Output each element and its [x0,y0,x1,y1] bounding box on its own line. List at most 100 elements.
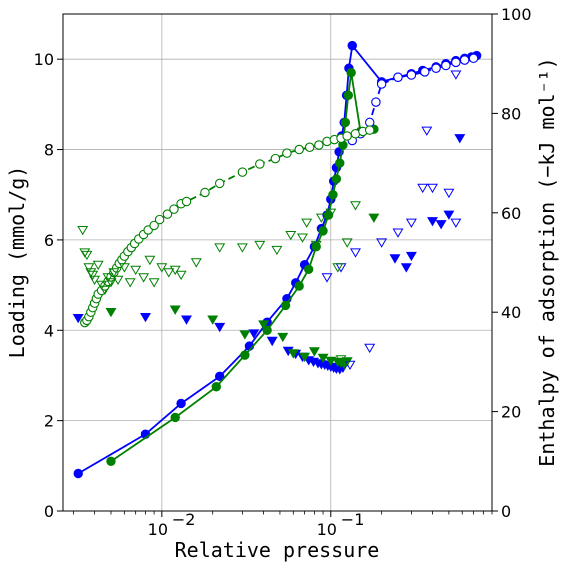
data-point [92,260,104,271]
data-point [124,278,136,288]
data-point [303,264,314,274]
data-point [89,275,101,285]
data-point [317,353,329,364]
data-point [287,349,299,359]
data-point [154,214,165,225]
data-point [280,300,291,311]
series-line [84,129,370,324]
data-point [421,126,433,136]
data-point [105,308,117,318]
y-tick-label: 2 [44,412,54,431]
data-point [406,70,417,80]
data-point [181,196,192,207]
data-point [450,218,462,228]
data-point [341,238,353,248]
data-point [364,343,376,354]
data-point [318,226,328,236]
data-point [138,273,150,283]
data-point [214,371,225,382]
data-point [106,456,116,466]
data-point [140,313,151,323]
data-point [392,228,404,238]
data-point [332,263,344,273]
data-point [443,210,455,220]
data-point [405,251,417,262]
y2-axis-label: Enthalpy of adsorption (−kJ mol⁻¹) [535,57,559,466]
series-line [77,43,477,475]
y2-tick-label: 80 [501,104,521,123]
data-point [454,134,466,144]
data-point [237,167,248,177]
data-point [148,278,160,288]
data-point [81,250,93,261]
data-point [328,190,338,200]
data-point [87,270,99,281]
data-point [427,183,438,194]
data-point [441,60,451,71]
data-point [331,174,342,184]
data-point [364,125,375,135]
series-0 [73,40,482,479]
data-point [346,68,356,78]
data-point [451,57,461,68]
data-point [459,55,470,65]
data-point [72,314,84,324]
data-point [255,159,265,169]
data-point [282,148,292,158]
data-point [344,360,356,370]
data-point [156,263,168,273]
y-tick-label: 0 [44,502,54,521]
data-point [277,332,289,343]
data-point [181,315,192,325]
y-tick-label: 10 [34,50,54,69]
data-point [190,258,202,268]
data-point [335,158,345,168]
data-point [285,231,297,241]
y2-tick-label: 100 [501,5,532,24]
data-point [254,240,266,251]
data-point [299,352,311,363]
data-point [270,153,281,164]
data-point [200,187,210,198]
data-point [176,398,186,409]
x-tick-label-exponent: −1 [341,510,365,529]
data-point [214,178,225,189]
data-point [294,144,304,155]
series-3 [80,125,375,328]
series-4 [72,134,466,375]
data-point [169,265,181,276]
data-point [294,281,304,291]
data-point [389,254,401,264]
data-point [400,263,412,273]
data-point [350,248,361,258]
data-point [347,40,357,51]
data-point [77,226,89,236]
data-point [340,117,351,128]
data-point [417,183,429,194]
data-point [207,315,219,325]
x-tick-label: 10 [148,520,168,539]
data-point [308,347,320,357]
data-point [405,218,417,228]
data-point [118,263,130,273]
data-point [240,350,250,360]
grid [63,14,492,511]
data-point [304,142,315,153]
data-point [301,218,313,228]
data-point [325,356,337,366]
data-point [248,329,260,339]
data-point [239,330,251,340]
data-point [450,70,462,80]
data-point [262,325,272,335]
data-point [350,201,361,211]
data-point [310,240,322,251]
data-point [105,278,117,288]
data-point [371,97,381,107]
data-point [144,255,156,266]
y2-tick-label: 0 [501,502,511,521]
plot-frame [62,13,493,512]
data-point [149,220,159,231]
data-point [162,209,173,219]
y-tick-label: 6 [44,231,54,250]
